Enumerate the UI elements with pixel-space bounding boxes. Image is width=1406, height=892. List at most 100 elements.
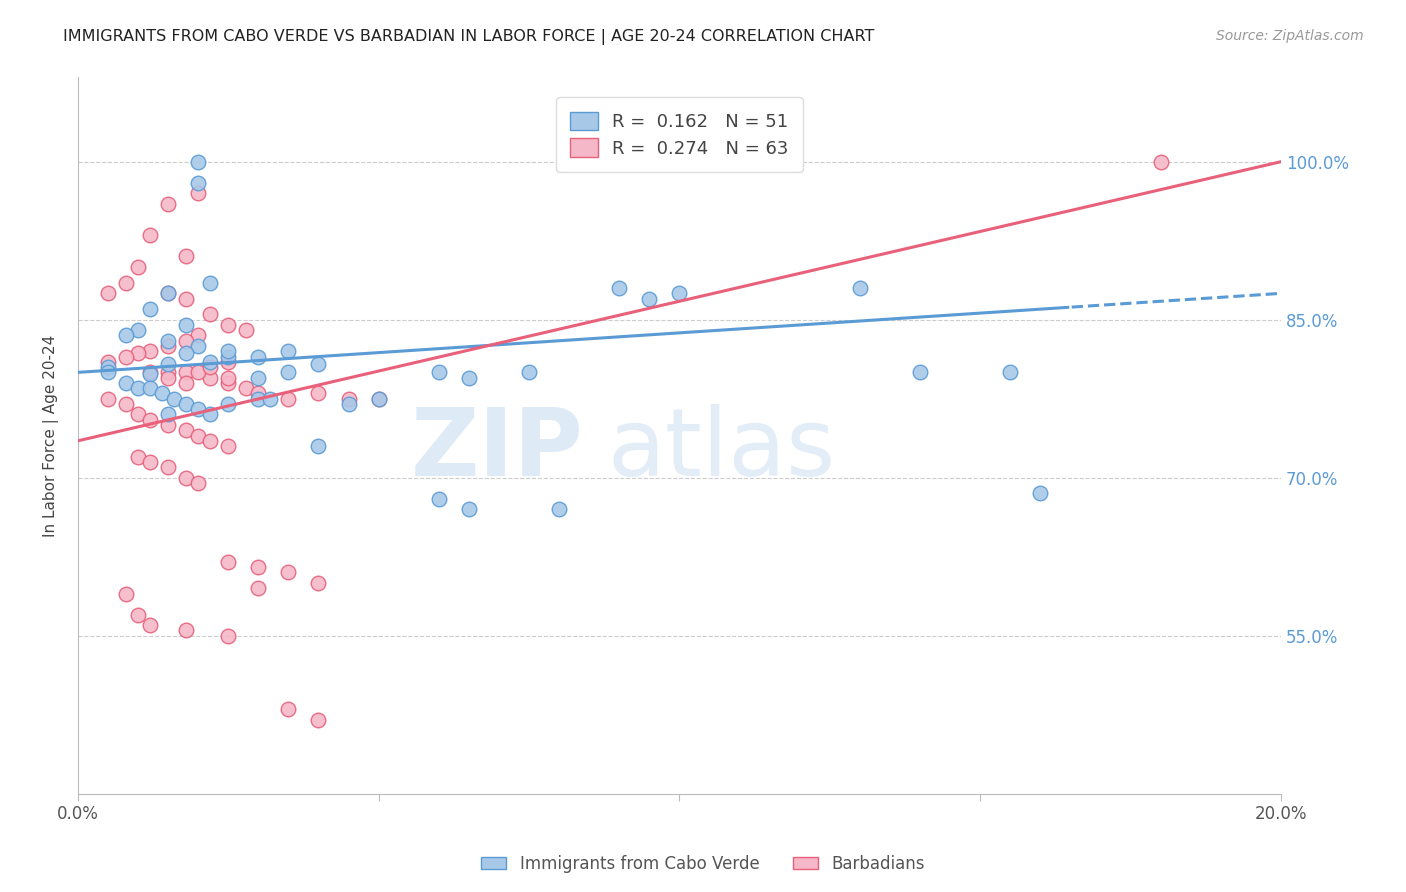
Point [247, 582, 270, 596]
Point [157, 370, 180, 384]
Point [367, 392, 389, 406]
Point [174, 346, 197, 360]
Point [187, 475, 209, 490]
Point [115, 397, 138, 411]
Point [247, 350, 270, 364]
Point [217, 376, 239, 390]
Point [277, 702, 299, 716]
Point [308, 713, 330, 727]
Point [247, 370, 270, 384]
Legend: Immigrants from Cabo Verde, Barbadians: Immigrants from Cabo Verde, Barbadians [475, 848, 931, 880]
Point [200, 355, 222, 369]
Point [139, 381, 162, 395]
Point [457, 370, 479, 384]
Point [157, 339, 180, 353]
Point [517, 365, 540, 379]
Point [187, 428, 209, 442]
Point [97, 365, 120, 379]
Point [457, 502, 479, 516]
Point [200, 276, 222, 290]
Point [308, 576, 330, 591]
Point [115, 376, 138, 390]
Point [308, 357, 330, 371]
Point [277, 344, 299, 359]
Point [200, 370, 222, 384]
Point [308, 439, 330, 453]
Point [127, 260, 149, 274]
Point [139, 455, 162, 469]
Point [277, 392, 299, 406]
Point [157, 408, 180, 422]
Point [157, 365, 180, 379]
Point [259, 392, 281, 406]
Point [157, 286, 180, 301]
Point [247, 560, 270, 574]
Point [139, 413, 162, 427]
Point [174, 365, 197, 379]
Point [139, 368, 162, 382]
Point [908, 365, 931, 379]
Point [157, 197, 180, 211]
Point [127, 346, 149, 360]
Point [427, 491, 450, 506]
Point [548, 502, 571, 516]
Point [97, 286, 120, 301]
Point [200, 360, 222, 375]
Point [115, 350, 138, 364]
Point [668, 286, 690, 301]
Point [139, 302, 162, 317]
Point [150, 386, 173, 401]
Point [217, 439, 239, 453]
Point [127, 607, 149, 622]
Point [849, 281, 872, 295]
Point [97, 392, 120, 406]
Point [187, 154, 209, 169]
Point [174, 376, 197, 390]
Y-axis label: In Labor Force | Age 20-24: In Labor Force | Age 20-24 [44, 334, 59, 537]
Point [174, 318, 197, 332]
Point [97, 355, 120, 369]
Text: Source: ZipAtlas.com: Source: ZipAtlas.com [1216, 29, 1364, 43]
Point [200, 307, 222, 321]
Point [139, 228, 162, 243]
Point [127, 450, 149, 464]
Point [217, 555, 239, 569]
Point [247, 392, 270, 406]
Point [1029, 486, 1052, 500]
Point [174, 397, 197, 411]
Point [638, 292, 661, 306]
Point [367, 392, 389, 406]
Point [139, 618, 162, 632]
Point [187, 402, 209, 417]
Point [115, 276, 138, 290]
Point [115, 586, 138, 600]
Point [127, 408, 149, 422]
Point [157, 334, 180, 348]
Point [200, 434, 222, 448]
Point [174, 334, 197, 348]
Point [187, 186, 209, 201]
Point [217, 355, 239, 369]
Point [187, 328, 209, 343]
Point [337, 397, 360, 411]
Point [217, 350, 239, 364]
Point [115, 328, 138, 343]
Text: IMMIGRANTS FROM CABO VERDE VS BARBADIAN IN LABOR FORCE | AGE 20-24 CORRELATION C: IMMIGRANTS FROM CABO VERDE VS BARBADIAN … [63, 29, 875, 45]
Point [127, 323, 149, 337]
Point [157, 286, 180, 301]
Point [127, 381, 149, 395]
Point [277, 566, 299, 580]
Point [139, 344, 162, 359]
Point [157, 357, 180, 371]
Text: atlas: atlas [607, 404, 835, 496]
Point [217, 629, 239, 643]
Point [163, 392, 186, 406]
Point [308, 386, 330, 401]
Point [235, 323, 257, 337]
Point [337, 392, 360, 406]
Point [157, 460, 180, 475]
Point [235, 381, 257, 395]
Point [1149, 154, 1171, 169]
Point [187, 365, 209, 379]
Point [174, 471, 197, 485]
